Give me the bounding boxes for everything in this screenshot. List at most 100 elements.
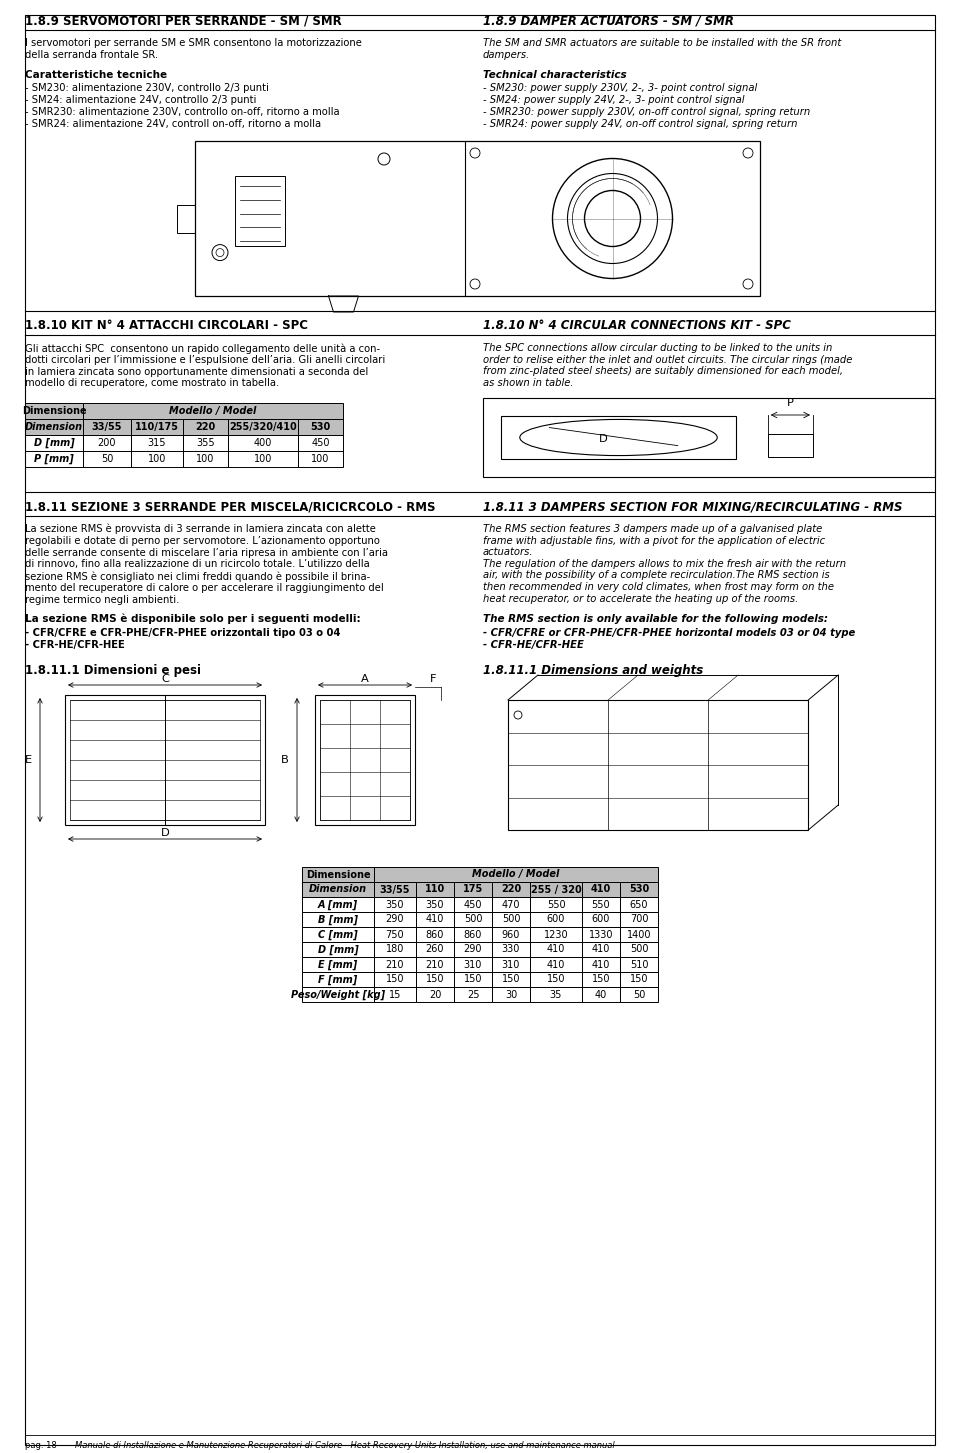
Text: 33/55: 33/55 <box>380 885 410 895</box>
Text: 50: 50 <box>101 453 113 464</box>
Text: 40: 40 <box>595 989 607 1000</box>
Bar <box>492 942 530 958</box>
Text: I servomotori per serrande SM e SMR consentono la motorizzazione
della serranda : I servomotori per serrande SM e SMR cons… <box>25 38 362 60</box>
Bar <box>416 882 454 897</box>
Bar <box>302 972 374 987</box>
Bar <box>416 897 454 912</box>
Bar <box>416 942 454 958</box>
Text: 860: 860 <box>426 930 444 940</box>
Text: The SPC connections allow circular ducting to be linked to the units in
order to: The SPC connections allow circular ducti… <box>483 343 852 388</box>
Bar <box>235 176 285 246</box>
Text: D: D <box>160 828 169 838</box>
Bar <box>25 450 83 466</box>
Text: - SMR24: power supply 24V, on-off control signal, spring return: - SMR24: power supply 24V, on-off contro… <box>483 119 798 129</box>
Text: 100: 100 <box>253 453 273 464</box>
Text: Modello / Model: Modello / Model <box>169 405 256 416</box>
Text: 150: 150 <box>502 975 520 985</box>
Text: 410: 410 <box>426 914 444 924</box>
Text: 100: 100 <box>196 453 215 464</box>
Text: 290: 290 <box>464 944 482 955</box>
Bar <box>302 867 374 882</box>
Text: 330: 330 <box>502 944 520 955</box>
Bar <box>302 927 374 942</box>
Text: - SMR230: alimentazione 230V, controllo on-off, ritorno a molla: - SMR230: alimentazione 230V, controllo … <box>25 108 340 118</box>
Text: B: B <box>281 756 289 764</box>
Bar <box>25 434 83 450</box>
Text: 1400: 1400 <box>627 930 651 940</box>
Bar <box>374 867 658 882</box>
Text: The RMS section is only available for the following models:: The RMS section is only available for th… <box>483 615 828 623</box>
Bar <box>454 972 492 987</box>
Text: 310: 310 <box>502 959 520 969</box>
Text: 175: 175 <box>463 885 483 895</box>
Text: 530: 530 <box>310 421 330 432</box>
Text: 450: 450 <box>464 899 482 910</box>
Text: - SMR24: alimentazione 24V, controll on-off, ritorno a molla: - SMR24: alimentazione 24V, controll on-… <box>25 119 322 129</box>
Text: A: A <box>361 674 369 684</box>
Bar <box>416 987 454 1003</box>
Text: D: D <box>599 434 608 445</box>
Text: - CFR-HE/CFR-HEE: - CFR-HE/CFR-HEE <box>483 639 584 649</box>
Text: 410: 410 <box>591 959 611 969</box>
Text: 1.8.10 N° 4 CIRCULAR CONNECTIONS KIT - SPC: 1.8.10 N° 4 CIRCULAR CONNECTIONS KIT - S… <box>483 320 791 331</box>
Text: 750: 750 <box>386 930 404 940</box>
Bar <box>620 927 658 942</box>
Text: 500: 500 <box>502 914 520 924</box>
Bar <box>131 450 183 466</box>
Text: 410: 410 <box>547 944 565 955</box>
Text: F [mm]: F [mm] <box>319 975 358 985</box>
Bar <box>620 882 658 897</box>
Text: - CFR/CFRE or CFR-PHE/CFR-PHEE horizontal models 03 or 04 type: - CFR/CFRE or CFR-PHE/CFR-PHEE horizonta… <box>483 628 855 638</box>
Text: 650: 650 <box>630 899 648 910</box>
Text: 35: 35 <box>550 989 563 1000</box>
Bar <box>374 912 416 927</box>
Bar <box>492 958 530 972</box>
Bar <box>228 418 298 434</box>
Text: 180: 180 <box>386 944 404 955</box>
Bar <box>183 450 228 466</box>
Bar <box>530 927 582 942</box>
Bar <box>454 882 492 897</box>
Bar <box>620 972 658 987</box>
Text: - SMR230: power supply 230V, on-off control signal, spring return: - SMR230: power supply 230V, on-off cont… <box>483 108 810 118</box>
Text: 33/55: 33/55 <box>92 421 122 432</box>
Bar <box>302 897 374 912</box>
Bar <box>228 434 298 450</box>
Bar <box>492 972 530 987</box>
Bar <box>298 434 343 450</box>
Text: 410: 410 <box>590 885 612 895</box>
Bar <box>374 958 416 972</box>
Text: 1.8.9 DAMPER ACTUATORS - SM / SMR: 1.8.9 DAMPER ACTUATORS - SM / SMR <box>483 15 733 28</box>
Text: 1.8.9 SERVOMOTORI PER SERRANDE - SM / SMR: 1.8.9 SERVOMOTORI PER SERRANDE - SM / SM… <box>25 15 342 28</box>
Bar <box>620 987 658 1003</box>
Bar <box>416 912 454 927</box>
Bar <box>530 987 582 1003</box>
Bar <box>416 958 454 972</box>
Text: 500: 500 <box>464 914 482 924</box>
Text: 100: 100 <box>148 453 166 464</box>
Bar <box>83 418 131 434</box>
Text: D [mm]: D [mm] <box>318 944 358 955</box>
Text: 1330: 1330 <box>588 930 613 940</box>
Bar <box>483 398 935 477</box>
Bar <box>530 958 582 972</box>
Text: - SM230: power supply 230V, 2-, 3- point control signal: - SM230: power supply 230V, 2-, 3- point… <box>483 83 757 93</box>
Text: 600: 600 <box>591 914 611 924</box>
Text: C [mm]: C [mm] <box>318 930 358 940</box>
Bar <box>492 882 530 897</box>
Text: 1.8.11.1 Dimensions and weights: 1.8.11.1 Dimensions and weights <box>483 664 704 677</box>
Bar <box>374 882 416 897</box>
Text: - SM230: alimentazione 230V, controllo 2/3 punti: - SM230: alimentazione 230V, controllo 2… <box>25 83 269 93</box>
Text: C: C <box>161 674 169 684</box>
Text: Caratteristiche tecniche: Caratteristiche tecniche <box>25 70 167 80</box>
Text: 530: 530 <box>629 885 649 895</box>
Text: La sezione RMS è provvista di 3 serrande in lamiera zincata con alette
regolabil: La sezione RMS è provvista di 3 serrande… <box>25 525 388 604</box>
Text: 255 / 320: 255 / 320 <box>531 885 582 895</box>
Bar <box>620 942 658 958</box>
Text: 100: 100 <box>311 453 329 464</box>
Bar <box>582 958 620 972</box>
Text: pag. 18: pag. 18 <box>25 1440 57 1450</box>
Bar <box>582 912 620 927</box>
Bar <box>582 897 620 912</box>
Text: 410: 410 <box>547 959 565 969</box>
